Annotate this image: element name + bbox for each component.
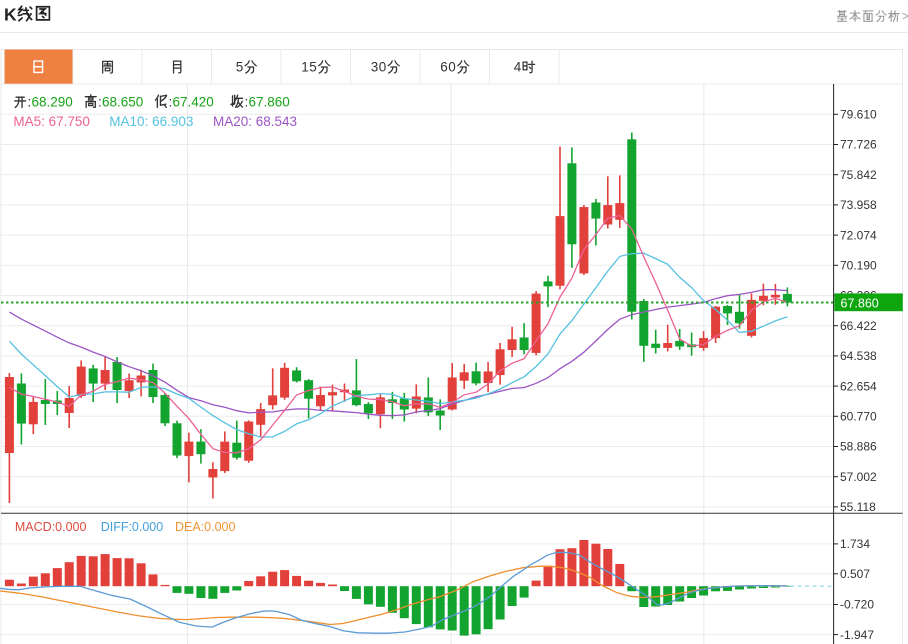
svg-text:5: 5	[236, 60, 244, 75]
svg-text:-1.947: -1.947	[840, 628, 874, 642]
svg-text:-0.720: -0.720	[840, 598, 874, 612]
svg-text:3: 3	[371, 60, 379, 75]
svg-text:68.650: 68.650	[102, 95, 143, 110]
svg-text:1.734: 1.734	[840, 537, 870, 551]
svg-text:67.860: 67.860	[249, 95, 290, 110]
svg-text:66.422: 66.422	[840, 319, 877, 333]
svg-text:DIFF:0.000: DIFF:0.000	[101, 520, 164, 534]
svg-text:6: 6	[440, 60, 448, 75]
svg-text:60.770: 60.770	[840, 410, 877, 424]
svg-text:0: 0	[448, 60, 456, 75]
svg-text:73.958: 73.958	[840, 198, 877, 212]
svg-text:1: 1	[301, 60, 309, 75]
svg-text:67.860: 67.860	[841, 297, 879, 311]
svg-text:57.002: 57.002	[840, 470, 877, 484]
svg-text:79.610: 79.610	[840, 108, 877, 122]
svg-text:58.886: 58.886	[840, 440, 877, 454]
svg-text:>: >	[902, 9, 908, 23]
svg-text:68.290: 68.290	[32, 95, 73, 110]
svg-text::: :	[98, 95, 102, 110]
svg-text:77.726: 77.726	[840, 138, 877, 152]
svg-text:75.842: 75.842	[840, 168, 877, 182]
svg-text:0: 0	[379, 60, 387, 75]
svg-text::: :	[169, 95, 173, 110]
svg-text::: :	[28, 95, 32, 110]
svg-text:MA20: 68.543: MA20: 68.543	[213, 114, 297, 129]
svg-text:67.420: 67.420	[173, 95, 214, 110]
svg-text:62.654: 62.654	[840, 379, 877, 393]
svg-text:MACD:0.000: MACD:0.000	[15, 520, 87, 534]
svg-text:64.538: 64.538	[840, 349, 877, 363]
svg-text:72.074: 72.074	[840, 228, 877, 242]
svg-text:0.507: 0.507	[840, 567, 870, 581]
svg-text:K: K	[4, 5, 17, 25]
svg-text:MA10: 66.903: MA10: 66.903	[109, 114, 193, 129]
svg-text:4: 4	[514, 60, 522, 75]
svg-text:MA5: 67.750: MA5: 67.750	[13, 114, 90, 129]
svg-text:5: 5	[309, 60, 317, 75]
svg-text:DEA:0.000: DEA:0.000	[175, 520, 236, 534]
svg-text:55.118: 55.118	[840, 500, 876, 514]
svg-text::: :	[245, 95, 249, 110]
svg-text:70.190: 70.190	[840, 259, 877, 273]
